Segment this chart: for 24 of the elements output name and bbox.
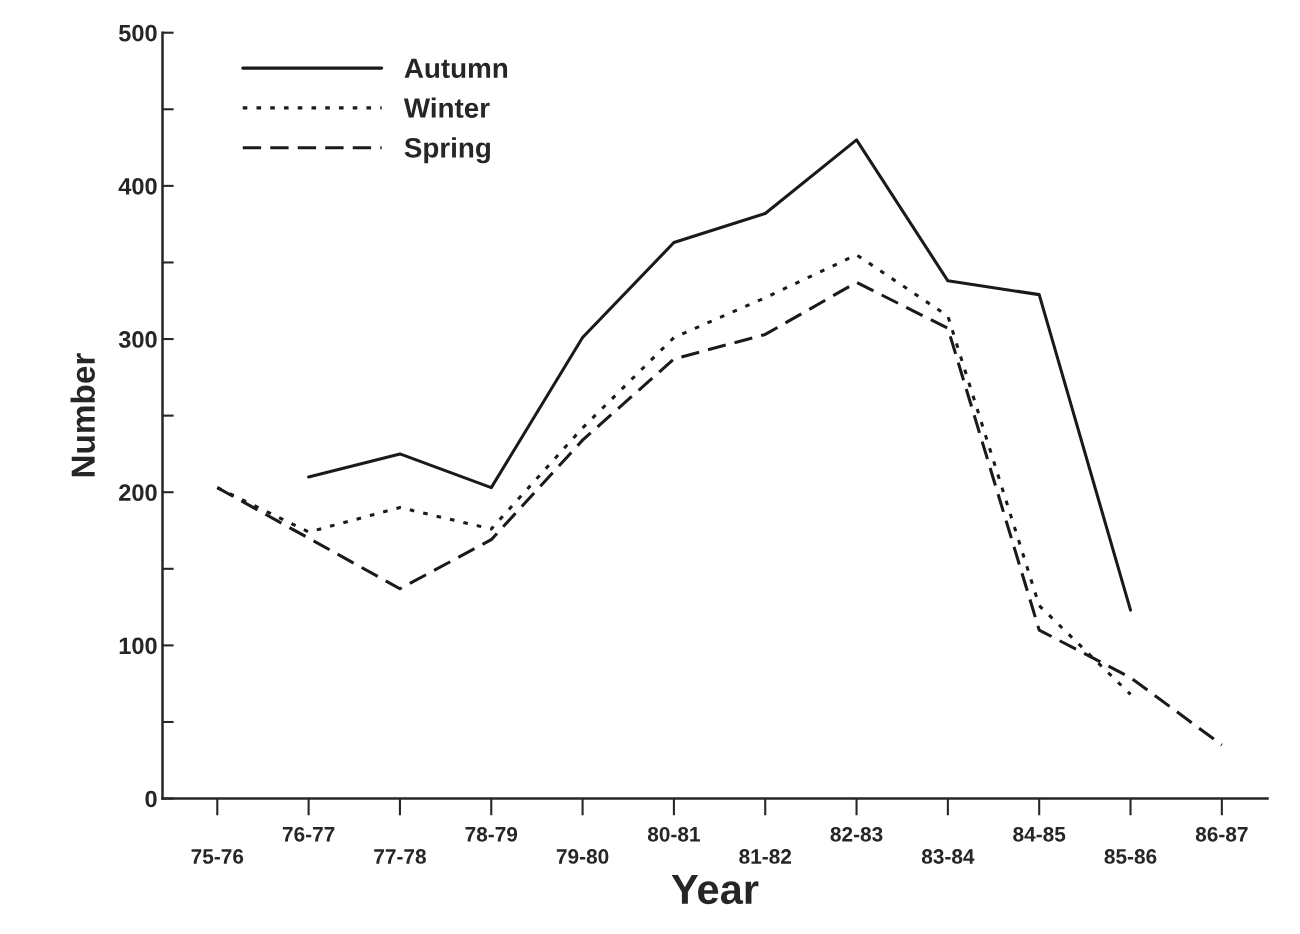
y-tick-label: 400 [118,177,157,195]
y-tick-label: 100 [119,637,157,655]
x-tick-label: 84-85 [1013,826,1066,842]
x-tick-label: 79-80 [556,849,609,864]
y-tick-label: 500 [118,24,157,42]
y-tick-label: 300 [118,331,157,348]
x-tick-label: 77-78 [374,849,426,864]
x-tick-label: 81-82 [739,849,792,864]
x-tick-label: 80-81 [647,826,700,842]
x-tick-label: 82-83 [830,826,883,842]
y-tick-label: 0 [145,790,157,808]
x-tick-label: 86-87 [1195,826,1248,842]
x-tick-label: 83-84 [921,849,975,864]
y-tick-label: 200 [119,484,157,502]
x-tick-label: 76-77 [282,826,335,842]
x-tick-label: 85-86 [1104,849,1157,864]
x-tick-label: 75-76 [191,849,244,864]
legend-label: Spring [404,137,490,164]
legend-label: Winter [403,97,490,118]
x-axis-title: Year [671,875,759,905]
line-series [307,138,1133,612]
legend-label: Autumn [404,58,508,79]
x-tick-label: 78-79 [465,826,518,842]
y-axis-title: Number [70,353,95,477]
